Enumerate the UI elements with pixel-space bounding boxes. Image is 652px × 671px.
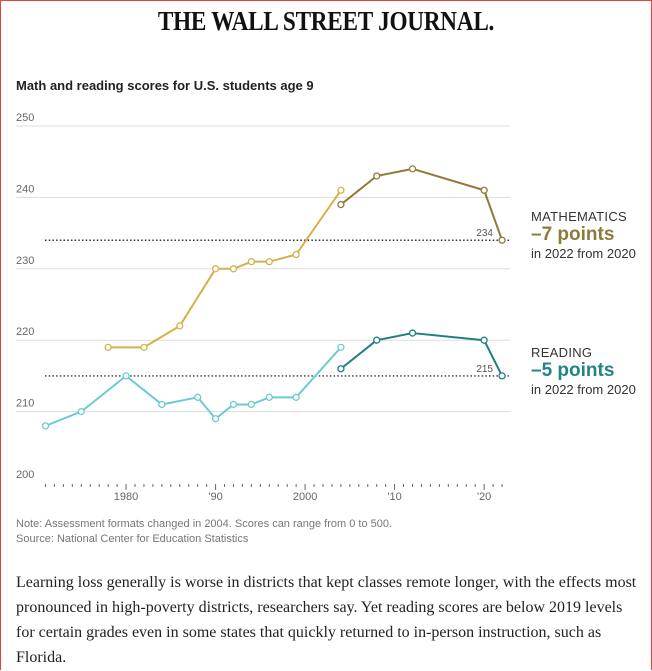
y-tick-label: 200: [16, 469, 34, 481]
x-tick-label: '90: [208, 491, 222, 503]
reference-label-reading: 215: [476, 364, 493, 375]
source-text: Source: National Center for Education St…: [16, 533, 249, 545]
data-point-math_early: [176, 322, 184, 330]
data-point-reading_early: [265, 393, 273, 401]
data-point-math_early: [265, 258, 273, 266]
y-tick-label: 210: [16, 398, 34, 410]
data-point-math_early: [140, 343, 148, 351]
annotation-math: MATHEMATICS –7 points in 2022 from 2020: [531, 209, 636, 261]
x-tick-label: '20: [477, 491, 491, 503]
y-tick-label: 250: [16, 112, 34, 124]
y-tick-label: 230: [16, 255, 34, 267]
data-point-math_early: [247, 258, 256, 266]
data-point-math_early: [104, 343, 112, 351]
data-point-math_late: [337, 200, 345, 209]
annotation-reading-period: in 2022 from 2020: [531, 382, 636, 397]
masthead-logo: THE WALL STREET JOURNAL.: [157, 6, 495, 36]
data-point-math_early: [337, 186, 345, 194]
data-point-math_early: [292, 250, 300, 259]
data-point-reading_early: [194, 393, 202, 401]
data-point-reading_late: [498, 372, 506, 380]
x-tick-label: 2000: [293, 491, 317, 503]
data-point-math_early: [229, 265, 238, 273]
x-tick-label: 1980: [114, 491, 138, 503]
data-point-reading_late: [373, 336, 381, 344]
note-text: Note: Assessment formats changed in 2004…: [16, 518, 393, 530]
chart-plot: 250 240 230 220 210 200 1980 '90 2000 '10 '20 234 21…: [16, 112, 510, 503]
data-point-reading_early: [41, 422, 50, 430]
reference-label-math: 234: [476, 228, 493, 239]
data-point-reading_early: [247, 400, 256, 409]
data-point-math_late: [373, 172, 381, 180]
data-point-reading_early: [229, 400, 238, 409]
annotation-math-name: MATHEMATICS: [531, 209, 627, 224]
data-point-reading_late: [480, 336, 488, 344]
annotation-reading: READING –5 points in 2022 from 2020: [531, 345, 636, 397]
chart-notes: Note: Assessment formats changed in 2004…: [16, 517, 392, 547]
x-tick-label: '10: [387, 491, 401, 503]
data-point-reading_early: [337, 343, 345, 351]
data-point-math_early: [211, 265, 220, 273]
data-point-reading_early: [211, 415, 220, 423]
data-point-math_late: [480, 186, 488, 194]
annotation-math-period: in 2022 from 2020: [531, 246, 636, 261]
data-point-reading_early: [292, 393, 300, 401]
data-point-math_late: [408, 165, 417, 173]
data-point-reading_late: [337, 365, 345, 373]
annotation-reading-name: READING: [531, 345, 593, 360]
annotation-reading-change: –5 points: [531, 360, 615, 381]
article-paragraph: Learning loss generally is worse in dist…: [16, 574, 637, 666]
data-point-reading_early: [158, 400, 166, 409]
annotation-math-change: –7 points: [531, 224, 615, 245]
y-tick-label: 240: [16, 183, 34, 195]
chart-title: Math and reading scores for U.S. student…: [16, 78, 314, 93]
data-point-reading_late: [408, 329, 417, 337]
series-line-reading_early: [45, 346, 342, 427]
data-point-math_late: [498, 236, 506, 244]
data-point-reading_early: [77, 407, 85, 416]
data-point-reading_early: [122, 372, 130, 380]
y-tick-label: 220: [16, 326, 34, 338]
